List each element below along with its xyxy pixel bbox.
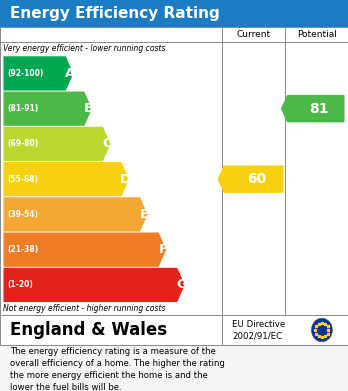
- Text: F: F: [158, 243, 167, 256]
- Text: G: G: [176, 278, 187, 291]
- Bar: [0, 27, 348, 315]
- Bar: [0, 315, 348, 345]
- Polygon shape: [3, 268, 185, 302]
- Polygon shape: [3, 233, 166, 267]
- Text: (55-68): (55-68): [8, 175, 39, 184]
- Text: (92-100): (92-100): [8, 69, 44, 78]
- Polygon shape: [3, 91, 92, 126]
- Text: 81: 81: [309, 102, 329, 116]
- Text: Current: Current: [237, 30, 271, 39]
- Polygon shape: [3, 197, 148, 231]
- Circle shape: [311, 318, 332, 342]
- Polygon shape: [3, 127, 111, 161]
- Bar: [0, 0, 348, 27]
- Polygon shape: [218, 165, 284, 193]
- Text: (1-20): (1-20): [8, 280, 33, 289]
- Text: The energy efficiency rating is a measure of the
overall efficiency of a home. T: The energy efficiency rating is a measur…: [10, 347, 225, 391]
- Text: B: B: [84, 102, 94, 115]
- Text: A: A: [65, 67, 75, 80]
- Text: Not energy efficient - higher running costs: Not energy efficient - higher running co…: [3, 304, 166, 313]
- Text: (39-54): (39-54): [8, 210, 39, 219]
- Text: Very energy efficient - lower running costs: Very energy efficient - lower running co…: [3, 44, 166, 53]
- Text: Energy Efficiency Rating: Energy Efficiency Rating: [10, 6, 220, 21]
- Polygon shape: [281, 95, 345, 122]
- Polygon shape: [3, 162, 129, 196]
- Text: (21-38): (21-38): [8, 245, 39, 254]
- Text: D: D: [120, 173, 131, 186]
- Text: E: E: [140, 208, 149, 221]
- Text: (69-80): (69-80): [8, 140, 39, 149]
- Text: C: C: [102, 137, 112, 151]
- Text: 60: 60: [247, 172, 267, 186]
- Text: (81-91): (81-91): [8, 104, 39, 113]
- Text: Potential: Potential: [297, 30, 337, 39]
- Polygon shape: [3, 56, 73, 91]
- Text: England & Wales: England & Wales: [10, 321, 168, 339]
- Text: EU Directive
2002/91/EC: EU Directive 2002/91/EC: [232, 319, 286, 341]
